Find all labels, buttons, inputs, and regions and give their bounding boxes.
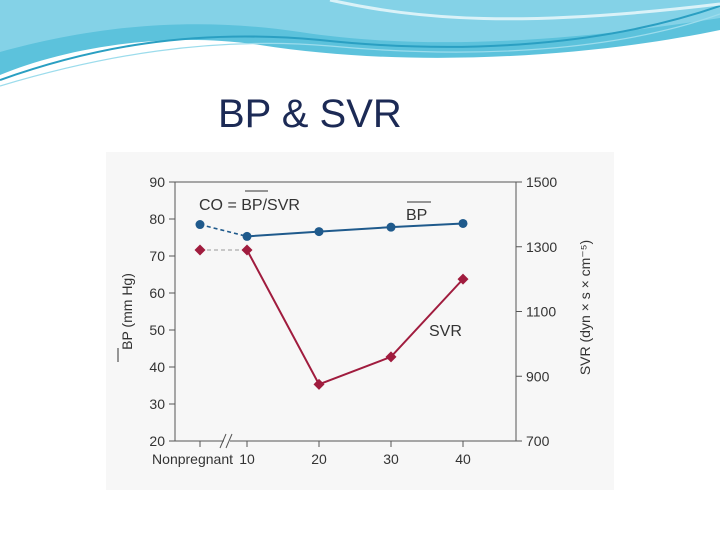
left-y-tick-label: 30 — [149, 396, 165, 412]
left-y-tick-label: 50 — [149, 322, 165, 338]
left-y-tick-label: 60 — [149, 285, 165, 301]
series-bp-label: BP — [406, 207, 427, 224]
left-y-axis-label: BP (mm Hg) — [119, 273, 135, 350]
series-bp-dashed-segment — [199, 223, 248, 238]
series-svr-point — [385, 351, 397, 363]
series-svr-point — [457, 273, 469, 285]
series-bp-line — [246, 222, 464, 238]
series-svr-point — [313, 378, 325, 390]
series-bp-point — [458, 218, 468, 228]
series-svr-line — [246, 249, 464, 386]
bp-svr-chart: 20 30 40 50 60 70 80 90 700 900 1100 1300 1500 Nonpre… — [117, 174, 593, 467]
left-y-tick-label: 20 — [149, 433, 165, 449]
series-bp-point — [386, 222, 396, 232]
right-y-tick-label: 900 — [526, 368, 550, 384]
right-y-axis-label: SVR (dyn × s × cm⁻⁵) — [577, 240, 593, 375]
series-bp-point — [242, 231, 252, 241]
left-y-tick-label: 80 — [149, 211, 165, 227]
series-svr-point — [194, 244, 206, 256]
right-y-tick-label: 700 — [526, 433, 550, 449]
slide-title: BP & SVR — [218, 92, 402, 136]
right-y-tick-label: 1100 — [526, 304, 556, 320]
series-svr-label: SVR — [429, 323, 462, 340]
right-y-tick-label: 1300 — [526, 239, 557, 255]
chart-annotation: CO = BP/SVR — [199, 197, 300, 214]
header-wave-decoration — [0, 0, 720, 87]
series-bp-point — [195, 220, 205, 230]
series-bp-point — [314, 227, 324, 237]
x-tick-label: 30 — [383, 451, 399, 467]
left-y-tick-label: 70 — [149, 248, 165, 264]
x-tick-label: 40 — [455, 451, 471, 467]
series-svr-point — [241, 244, 253, 256]
left-y-tick-label: 40 — [149, 359, 165, 375]
x-tick-label: 20 — [311, 451, 327, 467]
right-y-tick-label: 1500 — [526, 174, 557, 190]
x-tick-label: Nonpregnant — [152, 451, 233, 467]
left-y-tick-label: 90 — [149, 174, 165, 190]
chart-panel: 20 30 40 50 60 70 80 90 700 900 1100 1300 1500 Nonpre… — [106, 152, 614, 490]
x-tick-label: 10 — [239, 451, 255, 467]
axis-break-mark — [219, 433, 227, 449]
axis-break-mark — [225, 433, 233, 449]
